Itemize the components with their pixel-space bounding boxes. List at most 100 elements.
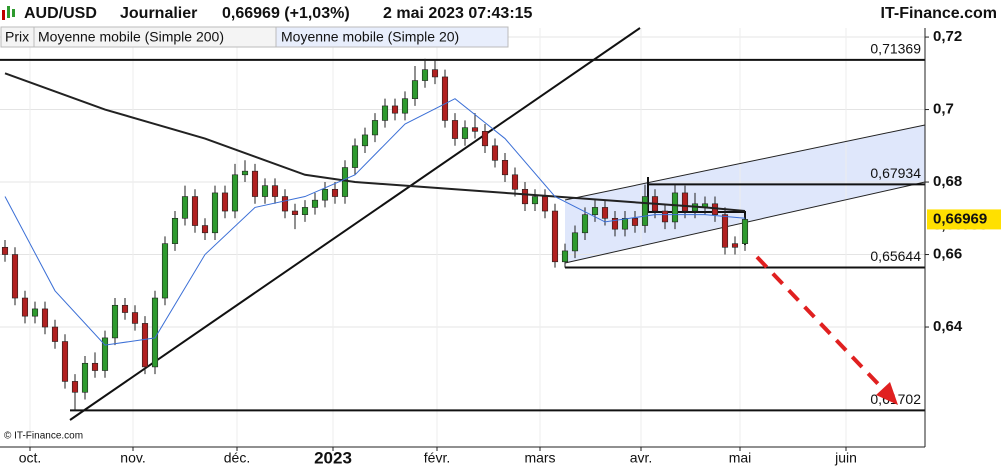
candle-body <box>361 134 369 147</box>
candle-body <box>151 297 159 368</box>
y-tick-label: 0,66 <box>933 246 962 263</box>
x-tick-label: oct. <box>19 450 42 466</box>
candle-body <box>411 80 419 99</box>
candle-body <box>721 214 729 248</box>
arrow-head <box>876 382 898 405</box>
forecast-arrow <box>755 255 884 390</box>
trendline <box>69 27 641 421</box>
candle-body <box>571 232 579 252</box>
candle-body <box>491 145 499 161</box>
candle-body <box>521 188 529 205</box>
level-label: 0,71369 <box>870 41 921 57</box>
candle-body <box>641 196 649 226</box>
legend-entry: Moyenne mobile (Simple 20) <box>281 29 459 45</box>
price-tag-box <box>927 209 1001 230</box>
candle-body <box>311 199 319 208</box>
candle-body <box>261 185 269 197</box>
candle-body <box>81 362 89 393</box>
candle-body <box>231 174 239 212</box>
candle-body <box>631 217 639 226</box>
candle-body <box>741 219 749 244</box>
candle-body <box>91 362 99 371</box>
candle-body <box>21 297 29 317</box>
candle-body <box>41 308 49 328</box>
level-label: 0,65644 <box>870 248 921 264</box>
y-tick-label: 0,68 <box>933 173 962 190</box>
candle-body <box>681 192 689 212</box>
moving-average <box>4 72 746 213</box>
period: Journalier <box>120 5 197 22</box>
channel-fill <box>565 125 925 263</box>
candle-body <box>381 105 389 121</box>
y-tick-label: 0,64 <box>933 318 963 335</box>
candle-body <box>111 304 119 339</box>
copyright: © IT-Finance.com <box>4 431 83 442</box>
candle-body <box>401 98 409 114</box>
candle-body <box>331 188 339 197</box>
timestamp: 2 mai 2023 07:43:15 <box>383 5 533 22</box>
x-tick-label: févr. <box>424 450 450 466</box>
candle-body <box>141 323 149 368</box>
legend-box <box>275 26 509 48</box>
x-tick-label: nov. <box>120 450 145 466</box>
candle-body <box>191 196 199 226</box>
legend-entry: Prix <box>5 29 29 45</box>
axis-labels: 0,72 0,7 0,68 0,66 0,64 oct. nov. déc. 2023 févr.… <box>19 28 1001 467</box>
candle-body <box>501 159 509 176</box>
candle-body <box>551 210 559 263</box>
candle-body <box>391 105 399 114</box>
moving-average <box>4 98 746 346</box>
candle-body <box>131 312 139 324</box>
candle-body <box>11 254 19 299</box>
candle-body <box>621 217 629 230</box>
candle-body <box>31 308 39 317</box>
candle-body <box>461 127 469 139</box>
x-tick-label: mai <box>729 450 752 466</box>
candle-body <box>671 192 679 223</box>
candle-body <box>471 127 479 132</box>
candle-body <box>161 243 169 299</box>
candle-body <box>281 196 289 212</box>
candle-body <box>481 131 489 147</box>
price-tag-label: 0,66969 <box>933 210 987 227</box>
candle-body <box>71 381 79 393</box>
brand: IT-Finance.com <box>881 5 997 22</box>
candle-body <box>531 196 539 205</box>
candle-body <box>61 341 69 382</box>
candle-body <box>321 188 329 201</box>
candle-body <box>271 185 279 197</box>
candle-body <box>441 76 449 121</box>
candle-body <box>601 207 609 219</box>
title: AUD/USD <box>24 5 97 22</box>
candle-body <box>51 326 59 342</box>
candle-body <box>431 69 439 78</box>
candle-body <box>291 210 299 215</box>
candle-body <box>611 217 619 230</box>
candle-body <box>451 120 459 139</box>
y-tick-label: 0,7 <box>933 101 954 118</box>
candle-body <box>731 243 739 248</box>
x-tick-label: avr. <box>630 450 653 466</box>
header <box>0 0 1001 27</box>
candle-body <box>1 246 9 255</box>
candle-body <box>561 250 569 263</box>
header-icon <box>2 6 15 20</box>
x-tick-label: 2023 <box>314 448 352 467</box>
candle-body <box>351 145 359 168</box>
candle-body <box>541 196 549 212</box>
candle-body <box>591 207 599 215</box>
candle-body <box>301 207 309 215</box>
candle-body <box>211 192 219 234</box>
y-tick-label: 0,72 <box>933 28 962 45</box>
x-tick-label: mars <box>524 450 555 466</box>
x-tick-label: juin <box>834 450 857 466</box>
last-price: 0,66969 (+1,03%) <box>222 5 350 22</box>
channel-upper <box>564 124 926 201</box>
candle-body <box>221 192 229 212</box>
candle-body <box>371 120 379 136</box>
candle-body <box>341 167 349 197</box>
price-tag: 0,66969 <box>927 209 1001 230</box>
